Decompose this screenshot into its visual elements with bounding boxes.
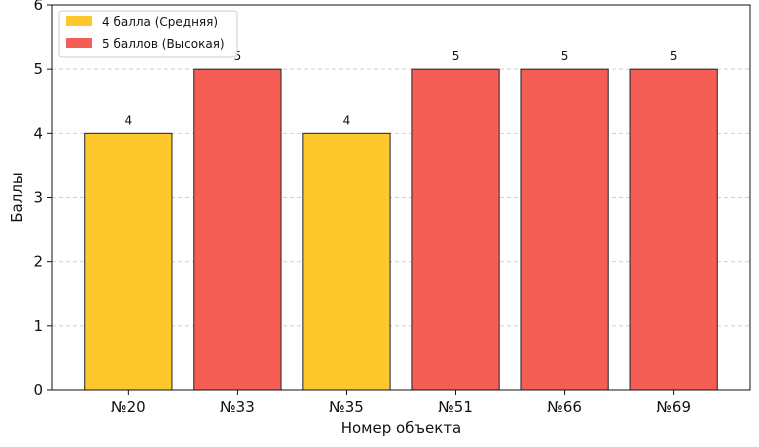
y-tick-label: 1 bbox=[33, 317, 43, 335]
bar-2 bbox=[302, 132, 391, 391]
x-tick-label: №51 bbox=[438, 398, 473, 416]
y-tick-label: 4 bbox=[33, 124, 43, 142]
bar-value-label: 5 bbox=[452, 49, 460, 63]
bar-value-label: 4 bbox=[343, 113, 351, 127]
bar-value-label: 5 bbox=[234, 49, 242, 63]
x-tick-label: №66 bbox=[547, 398, 582, 416]
bar-value-label: 5 bbox=[561, 49, 569, 63]
bar-value-label: 5 bbox=[670, 49, 678, 63]
x-tick-label: №33 bbox=[220, 398, 255, 416]
x-tick-label: №35 bbox=[329, 398, 364, 416]
x-tick-label: №69 bbox=[656, 398, 691, 416]
axis-ticks: 0 1 2 3 4 5 6 №20 №33 №35 №51 №66 №69 bbox=[33, 0, 691, 416]
y-tick-label: 5 bbox=[33, 60, 43, 78]
legend-swatch-medium bbox=[66, 16, 92, 26]
bars: 4 5 4 5 5 5 bbox=[84, 49, 718, 391]
y-tick-label: 2 bbox=[33, 253, 43, 271]
x-tick-label: №20 bbox=[111, 398, 146, 416]
y-tick-label: 3 bbox=[33, 189, 43, 207]
bar-0 bbox=[84, 132, 173, 391]
legend: 4 балла (Средняя) 5 баллов (Высокая) bbox=[58, 10, 238, 58]
legend-label-high: 5 баллов (Высокая) bbox=[102, 37, 225, 51]
bar-value-label: 4 bbox=[125, 113, 133, 127]
y-tick-label: 6 bbox=[33, 0, 43, 14]
x-axis-title: Номер объекта bbox=[341, 419, 462, 437]
bar-3 bbox=[411, 68, 500, 391]
bar-5 bbox=[629, 68, 718, 391]
bar-1 bbox=[193, 68, 282, 391]
legend-box bbox=[58, 10, 238, 58]
y-tick-label: 0 bbox=[33, 381, 43, 399]
bar-4 bbox=[520, 68, 609, 391]
y-axis-title: Баллы bbox=[8, 172, 26, 223]
legend-label-medium: 4 балла (Средняя) bbox=[102, 15, 218, 29]
legend-swatch-high bbox=[66, 38, 92, 48]
